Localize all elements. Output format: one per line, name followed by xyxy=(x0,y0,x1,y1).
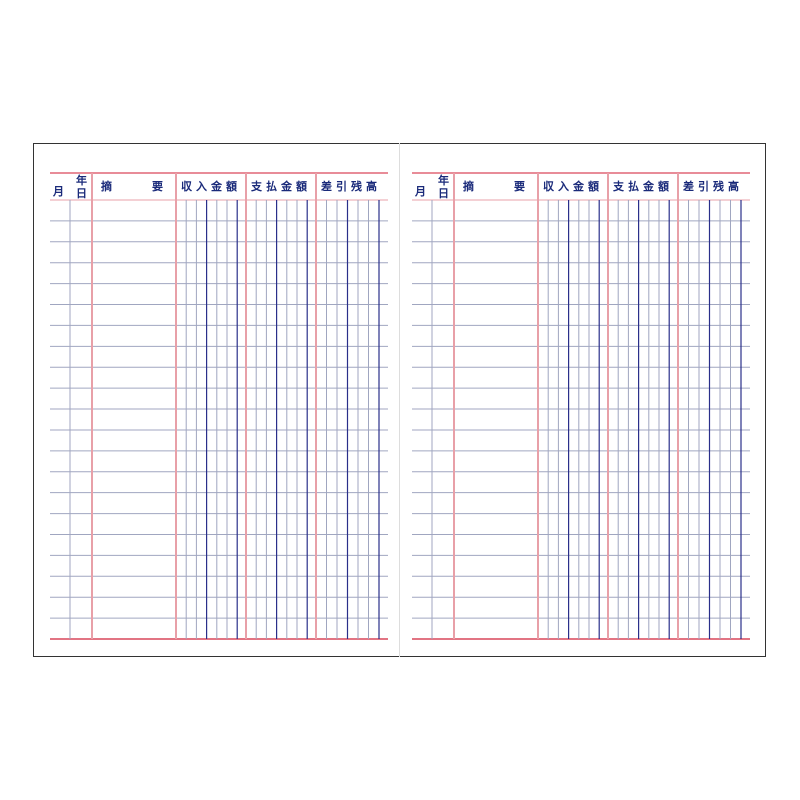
header-income: 収入金額 xyxy=(181,179,241,193)
header-summary-1: 摘 xyxy=(463,179,474,193)
page-fold xyxy=(399,143,400,657)
header-expense: 支払金額 xyxy=(612,179,673,193)
header-month: 月 xyxy=(414,185,426,198)
header-summary-1: 摘 xyxy=(101,179,112,193)
header-day: 日 xyxy=(438,187,449,200)
header-balance: 差引残高 xyxy=(321,179,381,193)
header-expense: 支払金額 xyxy=(250,179,311,193)
header-year: 年 xyxy=(76,173,87,187)
header-balance: 差引残高 xyxy=(683,179,743,193)
header-year: 年 xyxy=(438,173,449,187)
header-summary-2: 要 xyxy=(152,180,163,193)
header-month: 月 xyxy=(52,185,64,198)
header-day: 日 xyxy=(76,187,87,200)
header-summary-2: 要 xyxy=(514,180,525,193)
header-income: 収入金額 xyxy=(543,179,603,193)
